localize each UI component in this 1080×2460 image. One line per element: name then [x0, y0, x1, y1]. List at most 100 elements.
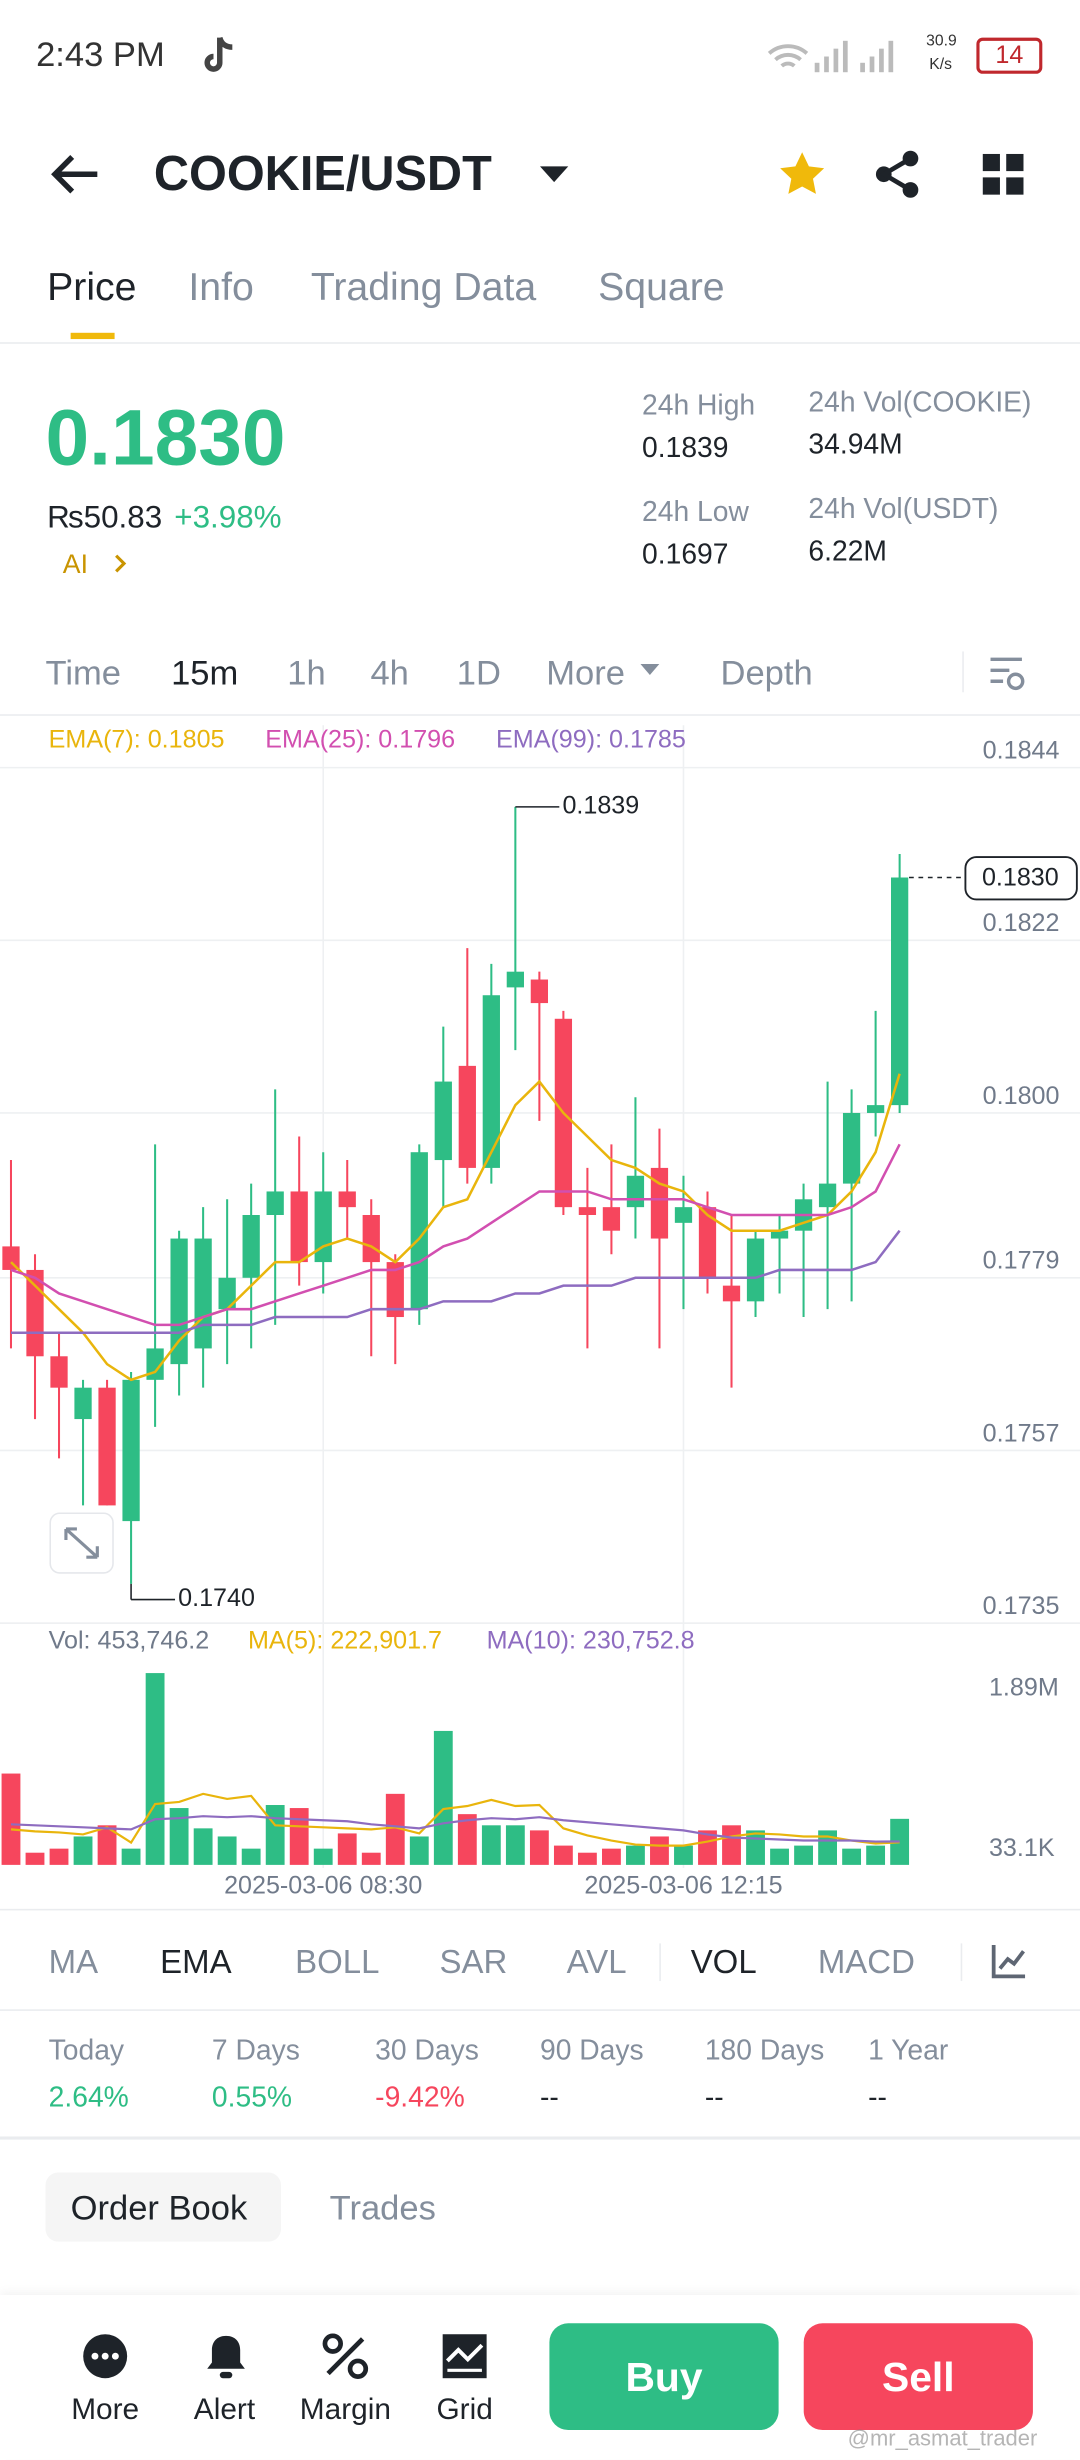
nav-label[interactable]: Alert — [193, 2393, 256, 2427]
grid-icon[interactable] — [441, 2333, 488, 2380]
stat-label: 24h Vol(USDT) — [808, 492, 999, 525]
net-speed: 30.9 — [926, 32, 957, 51]
ema-line — [10, 1143, 901, 1327]
y-tick-label: 1.89M — [989, 1674, 1059, 1702]
separator — [962, 651, 964, 693]
ai-link[interactable]: AI — [62, 549, 89, 580]
interval[interactable]: 1h — [287, 653, 326, 693]
alert-icon[interactable] — [202, 2331, 249, 2381]
indicator[interactable]: BOLL — [295, 1944, 380, 1982]
ma-legend: MA(5): 222,901.7 — [248, 1627, 442, 1655]
candle-body — [626, 1175, 645, 1208]
book-tab[interactable]: Trades — [329, 2188, 436, 2228]
tab[interactable]: Price — [47, 265, 137, 310]
perf-value: -- — [539, 2081, 559, 2113]
stat-label: 24h Low — [642, 496, 749, 528]
ai-chevron — [115, 554, 127, 573]
volume-bar — [145, 1673, 165, 1865]
more-caret — [640, 664, 660, 675]
tab[interactable]: Info — [188, 265, 254, 310]
interval[interactable]: Depth — [720, 653, 813, 693]
interval[interactable]: 1D — [456, 653, 501, 693]
sell-button[interactable]: Sell — [803, 2323, 1033, 2430]
candle-body — [482, 995, 500, 1168]
margin-icon[interactable] — [322, 2333, 369, 2380]
candle-body — [746, 1238, 765, 1302]
status-time: 2:43 PM — [36, 34, 165, 74]
watermark: @mr_asmat_trader — [847, 2425, 1038, 2451]
more-icon[interactable] — [82, 2333, 129, 2380]
y-tick-label: 0.1844 — [983, 737, 1060, 765]
interval[interactable]: More — [546, 653, 625, 693]
tab[interactable]: Square — [598, 265, 725, 310]
candle-body — [434, 1081, 452, 1161]
tab[interactable]: Trading Data — [310, 265, 537, 310]
volume-bar — [241, 1848, 261, 1865]
indicator-settings[interactable] — [989, 1942, 1030, 1983]
indicator[interactable]: VOL — [690, 1944, 757, 1982]
layout-button[interactable] — [982, 153, 1027, 198]
candle-body — [674, 1207, 693, 1223]
candle-body — [146, 1348, 164, 1380]
candle-body — [194, 1238, 212, 1349]
low-label: 0.1740 — [178, 1584, 255, 1612]
ma-legend: MA(10): 230,752.8 — [487, 1627, 695, 1655]
volume-bar — [842, 1848, 862, 1865]
volume-bar — [265, 1805, 285, 1865]
favorite-star[interactable] — [777, 149, 827, 199]
volume-bar — [818, 1830, 837, 1865]
volume-bar — [361, 1852, 381, 1865]
y-tick-label: 0.1735 — [983, 1592, 1060, 1620]
stat-label: 24h High — [642, 389, 756, 421]
interval[interactable]: 4h — [370, 653, 409, 693]
separator — [960, 1943, 963, 1982]
nav-label[interactable]: More — [71, 2393, 140, 2427]
indicator[interactable]: SAR — [439, 1944, 508, 1982]
battery: 14 — [976, 37, 1043, 74]
indicator[interactable]: MA — [48, 1944, 99, 1982]
perf-label: 1 Year — [868, 2034, 949, 2066]
volume-bar — [337, 1833, 357, 1865]
interval[interactable]: 15m — [171, 653, 239, 693]
chart-settings[interactable] — [987, 653, 1028, 694]
back-button[interactable] — [47, 151, 104, 198]
volume-bar — [481, 1825, 501, 1865]
indicator[interactable]: EMA — [160, 1944, 232, 1982]
nav-label[interactable]: Margin — [299, 2393, 391, 2427]
last-price: 0.1830 — [45, 394, 286, 482]
divider — [0, 2136, 1080, 2140]
pair-dropdown[interactable] — [538, 163, 569, 185]
expand-button[interactable] — [49, 1512, 115, 1575]
indicator[interactable]: MACD — [817, 1944, 915, 1982]
volume-bar — [698, 1830, 717, 1865]
candle-body — [530, 979, 549, 1004]
volume-bar — [674, 1845, 693, 1865]
ema-line — [10, 1229, 901, 1334]
indicator[interactable]: AVL — [566, 1944, 627, 1982]
stat-label: 24h Vol(COOKIE) — [808, 386, 1032, 418]
ema-line — [10, 1073, 901, 1382]
share-button[interactable] — [873, 149, 923, 199]
divider — [0, 1908, 1080, 1911]
volume-bar — [97, 1825, 117, 1865]
candle-body — [890, 877, 909, 1106]
volume-bar — [626, 1845, 645, 1865]
pair-title[interactable]: COOKIE/USDT — [153, 145, 492, 201]
volume-bar — [49, 1848, 69, 1865]
buy-button[interactable]: Buy — [549, 2323, 779, 2430]
y-tick-label: 0.1757 — [983, 1419, 1060, 1447]
candle-body — [98, 1387, 116, 1506]
candle-body — [698, 1207, 717, 1278]
volume-bar — [73, 1836, 93, 1865]
candle-body — [74, 1387, 92, 1420]
volume-bar — [193, 1828, 213, 1865]
stat-value: 6.22M — [808, 535, 887, 567]
candle-body — [386, 1262, 404, 1318]
nav-label[interactable]: Grid — [436, 2393, 493, 2427]
perf-value: -9.42% — [375, 2081, 465, 2113]
volume-bar — [289, 1808, 309, 1865]
book-tab[interactable]: Order Book — [70, 2188, 248, 2228]
volume-bar — [650, 1836, 669, 1865]
ma-line — [10, 1792, 900, 1847]
interval[interactable]: Time — [45, 653, 121, 693]
